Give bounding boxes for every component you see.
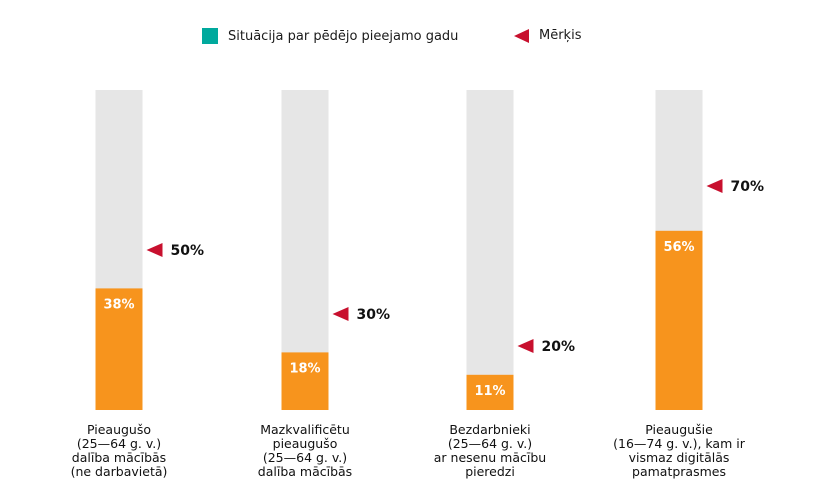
bar-value bbox=[655, 230, 703, 410]
target-marker-icon bbox=[517, 339, 534, 353]
category-label-line: pamatprasmes bbox=[632, 464, 726, 479]
legend-item-current: Situācija par pēdējo pieejamo gadu bbox=[202, 28, 458, 44]
bar-track bbox=[466, 90, 514, 410]
bar-value-label: 56% bbox=[663, 240, 694, 255]
target-marker-icon bbox=[146, 243, 163, 257]
category-label-line: Bezdarbnieki bbox=[449, 422, 530, 437]
bar-value-label: 38% bbox=[103, 297, 134, 312]
category-label-line: dalība mācībās bbox=[72, 450, 166, 465]
target-marker-icon bbox=[514, 28, 529, 43]
category-label-line: (16—74 g. v.), kam ir bbox=[613, 436, 746, 451]
bar-value-label: 18% bbox=[289, 361, 320, 376]
category-label-line: pieredzi bbox=[465, 464, 515, 479]
bar-value bbox=[95, 288, 143, 410]
category-label-line: Pieaugušie bbox=[645, 422, 713, 437]
category-label-line: Pieaugušo bbox=[87, 422, 151, 437]
category-label-line: dalība mācībās bbox=[258, 464, 352, 479]
target-marker-icon bbox=[332, 307, 349, 321]
bar-value bbox=[281, 352, 329, 410]
legend-item-target: Mērķis bbox=[514, 28, 581, 43]
category-label-line: (25—64 g. v.) bbox=[77, 436, 161, 451]
category-label-line: (25—64 g. v.) bbox=[263, 450, 347, 465]
legend-swatch-current bbox=[202, 28, 218, 44]
category-label-line: (ne darbavietā) bbox=[71, 464, 168, 479]
category-label-line: Mazkvalificētu bbox=[260, 422, 350, 437]
legend: Situācija par pēdējo pieejamo gadu Mērķi… bbox=[0, 28, 820, 52]
target-value-label: 70% bbox=[731, 179, 765, 195]
target-value-label: 30% bbox=[357, 307, 391, 323]
category-label-line: vismaz digitālās bbox=[629, 450, 730, 465]
target-marker-icon bbox=[706, 179, 723, 193]
legend-label-target: Mērķis bbox=[539, 28, 582, 43]
category-label-line: (25—64 g. v.) bbox=[448, 436, 532, 451]
target-value-label: 20% bbox=[542, 339, 576, 355]
category-label-line: pieaugušo bbox=[273, 436, 338, 451]
target-value-label: 50% bbox=[171, 243, 205, 259]
category-label-line: ar nesenu mācību bbox=[434, 450, 546, 465]
legend-label-current: Situācija par pēdējo pieejamo gadu bbox=[228, 28, 459, 44]
bar-value-label: 11% bbox=[474, 384, 505, 399]
bar-value bbox=[466, 374, 514, 410]
